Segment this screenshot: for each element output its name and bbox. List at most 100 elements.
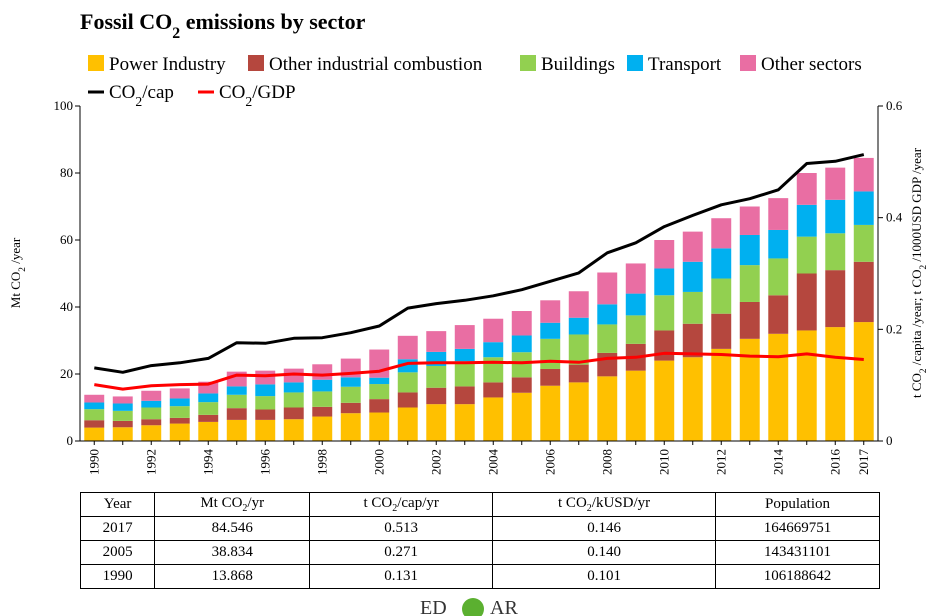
- bar-segment: [682, 261, 703, 292]
- bar-segment: [255, 409, 276, 420]
- bar-segment: [283, 368, 304, 383]
- bar-segment: [454, 348, 475, 362]
- table-cell: 0.146: [492, 516, 716, 541]
- bar-segment: [825, 270, 846, 328]
- bar-segment: [739, 265, 760, 302]
- y-tick-label: 0: [67, 433, 74, 448]
- bar-segment: [141, 407, 162, 420]
- bar-segment: [198, 402, 219, 415]
- table-header-row: Year Mt CO2/yr t CO2/cap/yr t CO2/kUSD/y…: [79, 492, 880, 517]
- legend-swatch: [248, 55, 264, 71]
- bar-segment: [454, 386, 475, 405]
- bar-segment: [198, 414, 219, 422]
- bar-segment: [853, 157, 874, 192]
- y-tick-label: 100: [54, 98, 74, 113]
- bar-segment: [682, 231, 703, 262]
- bar-segment: [540, 338, 561, 369]
- bar-segment: [511, 335, 532, 353]
- bar-segment: [511, 311, 532, 336]
- bar-segment: [853, 191, 874, 225]
- svg-text:ED: ED: [420, 597, 447, 616]
- legend-swatch: [520, 55, 536, 71]
- bar-segment: [169, 417, 190, 424]
- table-row: 1990 13.868 0.131 0.101 106188642: [79, 564, 880, 589]
- bar-segment: [255, 396, 276, 410]
- bar-segment: [711, 248, 732, 279]
- bar-segment: [568, 291, 589, 318]
- legend-label: CO2/cap: [109, 82, 174, 109]
- bar-segment: [141, 400, 162, 408]
- bar-segment: [739, 301, 760, 339]
- svg-text:AR: AR: [490, 597, 518, 616]
- table-row: 2017 84.546 0.513 0.146 164669751: [79, 516, 880, 541]
- bar-segment: [397, 372, 418, 393]
- bar-segment: [397, 392, 418, 408]
- bar-segment: [397, 335, 418, 360]
- y2-tick-label: 0.2: [886, 321, 902, 336]
- bar-segment: [540, 322, 561, 339]
- chart: Fossil CO2 emissions by sector Power Indu…: [8, 9, 929, 476]
- bar-segment: [739, 338, 760, 441]
- bar-segment: [796, 330, 817, 441]
- bar-segment: [312, 391, 333, 407]
- bar-segment: [568, 334, 589, 365]
- bar-segment: [112, 410, 133, 421]
- table-cell: 0.513: [309, 516, 494, 541]
- header-mt-co2: Mt CO2/yr: [154, 492, 311, 517]
- bar-segment: [625, 263, 646, 294]
- bar-segment: [112, 396, 133, 404]
- bar-segment: [825, 327, 846, 441]
- bar-segment: [226, 386, 247, 395]
- table-cell: 0.101: [492, 564, 716, 589]
- bar-segment: [141, 419, 162, 426]
- table-cell: 2005: [79, 540, 156, 565]
- bar-segment: [654, 268, 675, 296]
- bar-segment: [312, 416, 333, 441]
- bar-segment: [226, 419, 247, 441]
- bar-segment: [340, 413, 361, 441]
- legend-swatch: [627, 55, 643, 71]
- bar-segment: [768, 258, 789, 296]
- x-tick-label: 2017: [856, 449, 871, 476]
- legend-label: Other sectors: [761, 54, 862, 75]
- table-cell: 84.546: [154, 516, 311, 541]
- y-tick-label: 80: [60, 165, 73, 180]
- x-tick-label: 1990: [86, 449, 101, 475]
- header-co2-per-gdp: t CO2/kUSD/yr: [492, 492, 716, 517]
- bar-segment: [768, 295, 789, 334]
- bar-segment: [426, 365, 447, 388]
- edgar-logo: ED AR: [420, 597, 518, 616]
- bar-segment: [198, 421, 219, 441]
- x-tick-label: 2010: [656, 449, 671, 475]
- bar-segment: [84, 427, 105, 441]
- bar-segment: [226, 408, 247, 420]
- bar-segment: [454, 361, 475, 387]
- bar-segment: [340, 386, 361, 403]
- legend-label: Other industrial combustion: [269, 54, 483, 75]
- bar-segment: [84, 394, 105, 403]
- table-cell: 0.140: [492, 540, 716, 565]
- bar-segment: [483, 342, 504, 358]
- chart-title: Fossil CO2 emissions by sector: [80, 9, 366, 42]
- bar-segment: [540, 368, 561, 386]
- bar-segment: [597, 324, 618, 353]
- bar-segment: [711, 313, 732, 349]
- bar-segment: [597, 272, 618, 305]
- x-tick-label: 2014: [770, 449, 785, 476]
- header-year: Year: [79, 492, 156, 517]
- x-tick-label: 2000: [371, 449, 386, 475]
- bar-segment: [597, 352, 618, 377]
- bar-segment: [796, 236, 817, 274]
- bar-segment: [369, 412, 390, 441]
- bar-segment: [796, 273, 817, 331]
- table-cell: 0.131: [309, 564, 494, 589]
- bar-segment: [255, 370, 276, 385]
- bar-segment: [711, 218, 732, 249]
- y-axis-title: Mt CO2 /year: [8, 237, 28, 308]
- bar-segment: [682, 291, 703, 324]
- bar-segment: [511, 352, 532, 378]
- table-cell: 38.834: [154, 540, 311, 565]
- bar-segment: [312, 364, 333, 380]
- bar-segment: [654, 330, 675, 361]
- bar-segment: [112, 427, 133, 441]
